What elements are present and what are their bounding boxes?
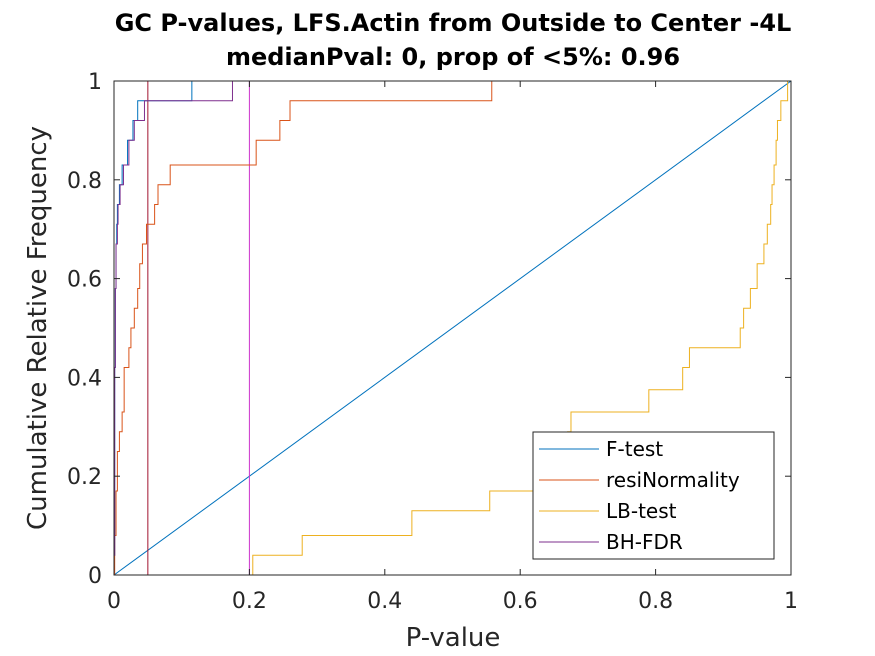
legend-box [532, 431, 775, 560]
series-line-resinormality [114, 81, 493, 576]
legend-label: BH-FDR [606, 530, 683, 554]
x-tick-label: 0 [107, 589, 121, 614]
reference-diagonal [113, 80, 792, 576]
legend-label: F-test [606, 437, 663, 461]
x-axis: 0 0.2 0.4 0.6 0.8 1 [107, 81, 798, 614]
y-tick-label: 1 [88, 70, 102, 95]
x-tick-label: 0.2 [232, 589, 267, 614]
y-axis-label: Cumulative Relative Frequency [23, 126, 53, 530]
reference-lines [113, 80, 792, 576]
y-tick-label: 0 [88, 564, 102, 589]
x-tick-label: 0.4 [367, 589, 402, 614]
series-lines [114, 81, 789, 576]
y-tick-label: 0.8 [67, 169, 102, 194]
x-tick-label: 0.8 [638, 589, 673, 614]
chart-title-line2: medianPval: 0, prop of <5%: 0.96 [226, 43, 680, 71]
legend-label: resiNormality [606, 468, 740, 492]
y-tick-label: 0.2 [67, 465, 102, 490]
x-axis-label: P-value [406, 623, 501, 653]
series-line-f-test [114, 81, 193, 556]
series-line-lb-test [249, 81, 789, 576]
chart-title-line1: GC P-values, LFS.Actin from Outside to C… [115, 9, 792, 37]
series-line-bh-fdr [114, 81, 233, 556]
axes-frame [113, 80, 792, 576]
y-axis: 0 0.2 0.4 0.6 0.8 1 [67, 70, 791, 589]
y-tick-label: 0.4 [67, 366, 102, 391]
x-tick-label: 0.6 [503, 589, 538, 614]
y-tick-label: 0.6 [67, 268, 102, 293]
legend: F-test resiNormality LB-test BH-FDR [532, 431, 775, 560]
x-tick-label: 1 [784, 589, 798, 614]
legend-label: LB-test [606, 499, 677, 523]
